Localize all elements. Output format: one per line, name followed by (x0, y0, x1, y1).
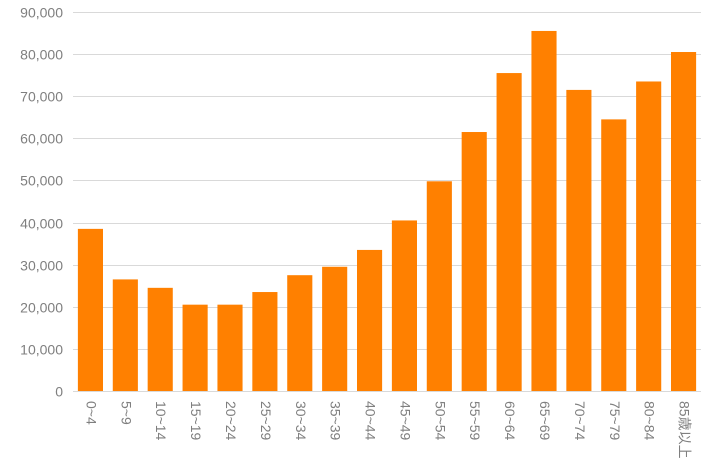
y-tick-label: 60,000 (20, 131, 63, 147)
x-tick-label: 5~9 (118, 401, 134, 425)
x-tick-label: 30~34 (293, 401, 309, 441)
x-tick-label: 75~79 (607, 401, 623, 441)
y-tick-label: 90,000 (20, 5, 63, 21)
x-tick-label: 25~29 (258, 401, 274, 441)
y-tick-label: 50,000 (20, 173, 63, 189)
x-tick-label: 50~54 (432, 401, 448, 441)
bar (322, 266, 348, 391)
x-tick-label: 60~64 (502, 401, 518, 441)
bar (217, 304, 243, 391)
bar (531, 30, 557, 391)
x-tick-label: 15~19 (188, 401, 204, 441)
bar (566, 89, 592, 391)
y-tick-label: 40,000 (20, 216, 63, 232)
bar (426, 181, 452, 391)
x-tick-label: 10~14 (153, 401, 169, 441)
grid-lines (73, 12, 701, 392)
x-tick-label: 65~69 (537, 401, 553, 441)
bar (671, 52, 697, 391)
bar (461, 132, 487, 391)
bars (77, 30, 697, 391)
y-tick-label: 20,000 (20, 300, 63, 316)
y-tick-label: 0 (55, 384, 63, 400)
x-tick-label: 0~4 (83, 401, 99, 425)
bar (391, 220, 417, 391)
x-tick-label: 70~74 (572, 401, 588, 441)
bar (182, 304, 208, 391)
y-tick-label: 80,000 (20, 47, 63, 63)
bar (112, 279, 138, 391)
x-axis-tick-labels: 0~4 5~9 10~14 15~19 20~24 25~29 30~34 35~39 40~4… (83, 401, 692, 459)
y-axis-tick-labels: 0 10,000 20,000 30,000 40,000 50,000 60,000 70,… (20, 5, 63, 400)
bar (287, 275, 313, 391)
bar (601, 119, 627, 391)
x-tick-label: 55~59 (467, 401, 483, 441)
bar (147, 287, 173, 391)
x-tick-label: 45~49 (397, 401, 413, 441)
bar (77, 228, 103, 391)
y-tick-label: 30,000 (20, 258, 63, 274)
bar (636, 81, 662, 391)
bar (496, 73, 522, 391)
bar (357, 249, 383, 391)
x-tick-label: 85歳以上 (677, 401, 693, 459)
x-tick-label: 40~44 (363, 401, 379, 441)
x-tick-label: 35~39 (328, 401, 344, 441)
bar (252, 292, 278, 391)
y-tick-label: 70,000 (20, 89, 63, 105)
x-tick-label: 20~24 (223, 401, 239, 441)
x-tick-label: 80~84 (642, 401, 658, 441)
y-tick-label: 10,000 (20, 342, 63, 358)
